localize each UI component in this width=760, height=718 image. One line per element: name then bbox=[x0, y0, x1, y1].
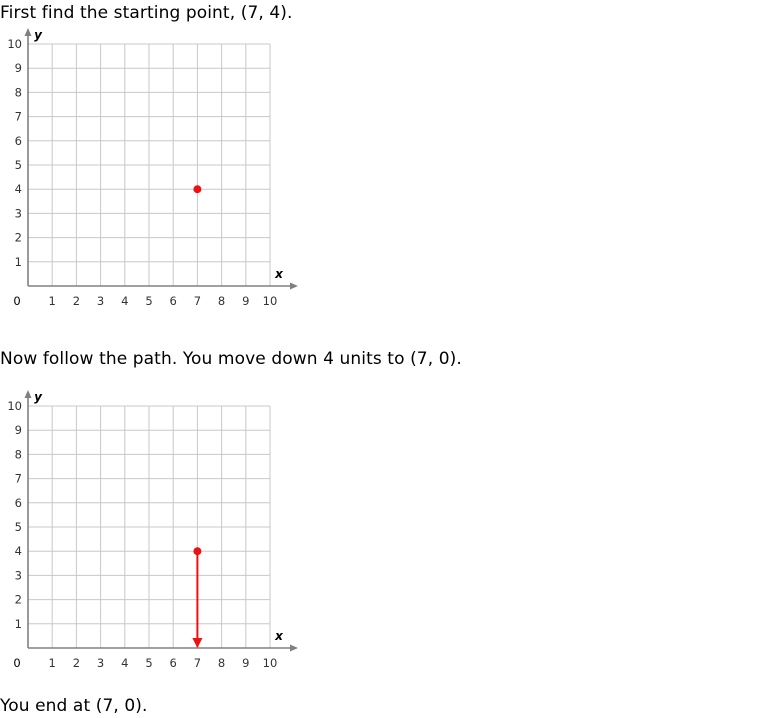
x-tick-label: 10 bbox=[263, 656, 278, 670]
y-tick-label: 9 bbox=[15, 61, 22, 75]
y-tick-label: 4 bbox=[15, 544, 22, 558]
y-tick-label: 8 bbox=[15, 85, 22, 99]
x-tick-label: 2 bbox=[73, 294, 80, 308]
step-text: Now follow the path. You move down 4 uni… bbox=[0, 349, 462, 369]
x-tick-label: 4 bbox=[121, 294, 128, 308]
x-tick-label: 6 bbox=[170, 656, 177, 670]
y-tick-label: 2 bbox=[15, 231, 22, 245]
y-tick-label: 8 bbox=[15, 447, 22, 461]
x-tick-label: 6 bbox=[170, 294, 177, 308]
x-tick-label: 8 bbox=[218, 656, 225, 670]
y-axis-label: y bbox=[34, 28, 43, 42]
y-tick-label: 5 bbox=[15, 158, 22, 172]
path-graph: 1 2 3 4 5 6 7 8 9 10 1 2 3 4 5 6 7 8 9 10 0 x y bbox=[7, 390, 298, 670]
y-axis-arrowhead bbox=[24, 28, 32, 36]
x-axis-label: x bbox=[274, 629, 284, 643]
x-tick-label: 1 bbox=[49, 294, 56, 308]
origin-label: 0 bbox=[13, 294, 20, 308]
x-tick-label: 3 bbox=[97, 656, 104, 670]
y-tick-label: 10 bbox=[7, 399, 22, 413]
data-point bbox=[193, 185, 202, 194]
y-axis-label: y bbox=[34, 390, 43, 404]
y-tick-label: 3 bbox=[15, 206, 22, 220]
x-tick-label: 7 bbox=[194, 294, 201, 308]
y-tick-label: 7 bbox=[15, 472, 22, 486]
intro-text: First find the starting point, (7, 4). bbox=[0, 3, 293, 23]
y-tick-label: 7 bbox=[15, 110, 22, 124]
y-tick-label: 10 bbox=[7, 37, 22, 51]
x-tick-label: 9 bbox=[242, 294, 249, 308]
x-tick-label: 9 bbox=[242, 656, 249, 670]
x-tick-label: 4 bbox=[121, 656, 128, 670]
x-tick-label: 7 bbox=[194, 656, 201, 670]
y-tick-label: 6 bbox=[15, 496, 22, 510]
y-tick-label: 5 bbox=[15, 520, 22, 534]
y-axis-arrowhead bbox=[24, 390, 32, 398]
data-point bbox=[193, 547, 202, 556]
x-axis-label: x bbox=[274, 267, 284, 281]
x-tick-label: 5 bbox=[145, 656, 152, 670]
starting-point-graph: 1 2 3 4 5 6 7 8 9 10 1 2 3 4 5 6 7 8 9 10 0 x y bbox=[7, 28, 298, 308]
x-axis-arrowhead bbox=[290, 282, 298, 290]
y-tick-label: 6 bbox=[15, 134, 22, 148]
x-tick-label: 1 bbox=[49, 656, 56, 670]
x-tick-label: 8 bbox=[218, 294, 225, 308]
y-tick-label: 2 bbox=[15, 593, 22, 607]
y-tick-label: 1 bbox=[15, 255, 22, 269]
x-tick-label: 3 bbox=[97, 294, 104, 308]
x-tick-label: 5 bbox=[145, 294, 152, 308]
x-tick-label: 2 bbox=[73, 656, 80, 670]
origin-label: 0 bbox=[13, 656, 20, 670]
x-axis-arrowhead bbox=[290, 644, 298, 652]
y-tick-label: 1 bbox=[15, 617, 22, 631]
result-text: You end at (7, 0). bbox=[0, 696, 148, 716]
y-tick-label: 4 bbox=[15, 182, 22, 196]
x-tick-label: 10 bbox=[263, 294, 278, 308]
y-tick-label: 9 bbox=[15, 423, 22, 437]
y-tick-label: 3 bbox=[15, 568, 22, 582]
